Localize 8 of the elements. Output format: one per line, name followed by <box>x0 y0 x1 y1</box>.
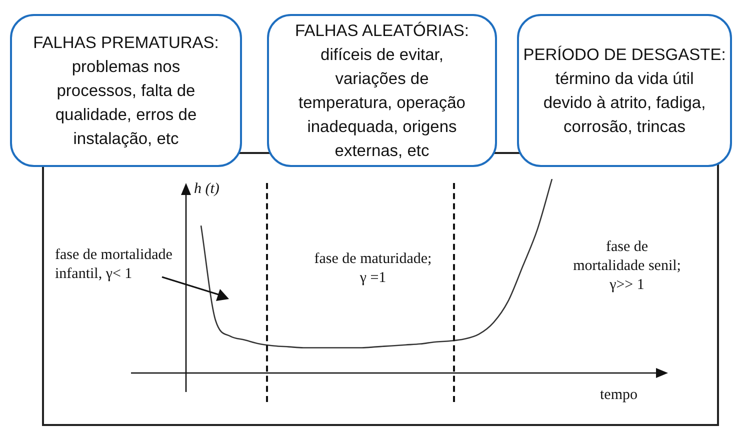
text: fase de mortalidade senil; γ>> 1 <box>573 238 681 293</box>
annotation: fase de maturidade; γ =1 <box>314 250 432 286</box>
text: FALHAS ALEATÓRIAS: difíceis de evitar, variações de temperatura, operação inadequada, origens externas, etc <box>295 20 469 162</box>
text: fase de mortalidade infantil, γ< 1 <box>55 246 173 282</box>
text: PERÍODO DE DESGASTE: término da vida útil devido à atrito, fadiga, corrosão, trincas <box>523 44 726 138</box>
y-axis-title: h (t) <box>194 180 220 197</box>
text: FALHAS PREMATURAS: problemas nos processos, falta de qualidade, erros de instalação, etc <box>33 32 219 150</box>
x-axis-title: tempo <box>600 386 638 403</box>
